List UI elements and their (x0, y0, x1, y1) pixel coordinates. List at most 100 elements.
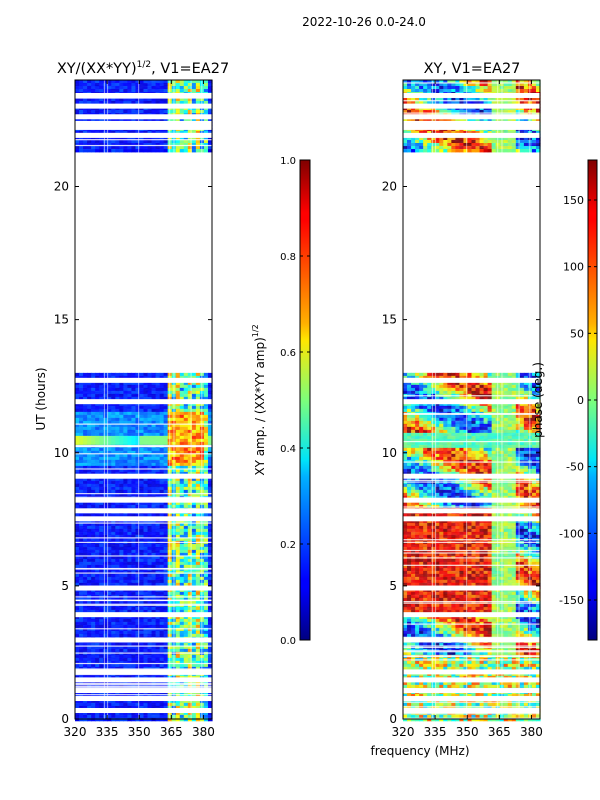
heatmap-cell (99, 149, 104, 153)
flagged-row (75, 453, 212, 455)
flagged-channel (173, 80, 175, 719)
flagged-row (75, 684, 212, 686)
flagged-row (75, 604, 212, 606)
flagged-row (75, 708, 212, 714)
x-tick-label: 320 (64, 725, 87, 739)
flagged-row (75, 476, 212, 478)
heatmap-cell (135, 149, 141, 153)
heatmap-cell (195, 717, 201, 722)
heatmap-cell (183, 717, 189, 722)
heatmap-cell (175, 717, 181, 722)
heatmap-cell (155, 149, 161, 153)
amplitude-panel-title: XY/(XX*YY)1/2, V1=EA27 (57, 60, 229, 77)
flagged-row (75, 572, 212, 574)
heatmap-cell (79, 149, 84, 153)
heatmap-texture (75, 372, 212, 719)
amplitude-ratio-panel: XY/(XX*YY)1/2, V1=EA27 UT (hours) 320 335… (34, 60, 229, 739)
heatmap-cell (91, 149, 96, 153)
flagged-row (75, 555, 212, 557)
flagged-row (75, 97, 212, 99)
heatmap-cell (151, 149, 157, 153)
flagged-row (75, 522, 212, 524)
heatmap-cell (75, 717, 80, 722)
flagged-row (75, 603, 212, 605)
flagged-row (75, 645, 212, 647)
heatmap-cell (179, 717, 185, 722)
flagged-row (75, 496, 212, 498)
amplitude-x-ticks: 320 335 350 365 380 (64, 80, 215, 739)
flagged-row (75, 669, 212, 675)
heatmap-cell (127, 149, 133, 153)
heatmap-cell (151, 717, 157, 722)
flagged-row (75, 688, 212, 694)
flagged-channel (107, 80, 109, 719)
heatmap-row (75, 149, 213, 153)
flagged-row (75, 677, 212, 683)
flagged-row (75, 673, 212, 676)
heatmap-cell (103, 149, 108, 153)
heatmap-cell (143, 149, 149, 153)
heatmap-cell (83, 717, 88, 722)
heatmap-cell (191, 149, 197, 153)
figure-suptitle: 2022-10-26 0.0-24.0 (302, 15, 426, 29)
heatmap-cell (147, 149, 153, 153)
heatmap-cell (159, 149, 165, 153)
flagged-row (75, 668, 212, 670)
flagged-row (75, 599, 212, 602)
flagged-row (75, 682, 212, 685)
flagged-row (75, 687, 212, 689)
flagged-row (75, 139, 212, 141)
x-tick-label: 350 (128, 725, 151, 739)
heatmap-cell (175, 149, 181, 153)
flagged-channel (138, 80, 140, 719)
flagged-row (75, 508, 212, 514)
flagged-row (75, 125, 212, 127)
flagged-row (75, 468, 212, 470)
heatmap-cell (119, 149, 124, 153)
heatmap-cell (95, 149, 100, 153)
heatmap-cell (115, 149, 120, 153)
heatmap-cell (107, 149, 112, 153)
heatmap-cell (167, 717, 173, 722)
flagged-row (75, 662, 212, 665)
heatmap-cell (127, 717, 133, 722)
flagged-row (75, 95, 212, 97)
flagged-row (75, 694, 212, 696)
heatmap-cell (207, 149, 213, 153)
flagged-row (75, 493, 212, 495)
flagged-row (75, 473, 212, 479)
flagged-row (75, 446, 212, 448)
flagged-row (75, 612, 212, 618)
flagged-row (75, 567, 212, 570)
heatmap-cell (191, 717, 197, 722)
flagged-row (75, 423, 212, 425)
heatmap-cell (139, 149, 145, 153)
flagged-row (75, 124, 212, 130)
heatmap-cell (91, 717, 96, 722)
flagged-row (75, 689, 212, 691)
heatmap-cell (203, 149, 209, 153)
flagged-row (75, 444, 212, 447)
heatmap-cell (123, 149, 128, 153)
flagged-row (75, 103, 212, 109)
heatmap-cell (119, 717, 124, 722)
flagged-row (75, 696, 212, 702)
flagged-channel (103, 80, 105, 719)
heatmap-cell (107, 717, 112, 722)
heatmap-cell (139, 717, 145, 722)
flagged-row (75, 401, 212, 404)
heatmap-cell (135, 717, 141, 722)
flagged-row (75, 585, 212, 591)
flagged-row (75, 377, 212, 383)
flagged-row (75, 516, 212, 522)
heatmap-cell (199, 717, 205, 722)
heatmap-cell (179, 149, 185, 153)
heatmap-cell (203, 717, 209, 722)
amplitude-ylabel: UT (hours) (34, 367, 48, 430)
flagged-row (75, 541, 212, 543)
heatmap-cell (131, 149, 137, 153)
amplitude-heatmap-area (75, 80, 213, 722)
heatmap-cell (207, 717, 213, 722)
x-tick-label: 335 (96, 725, 119, 739)
x-tick-label: 380 (192, 725, 215, 739)
